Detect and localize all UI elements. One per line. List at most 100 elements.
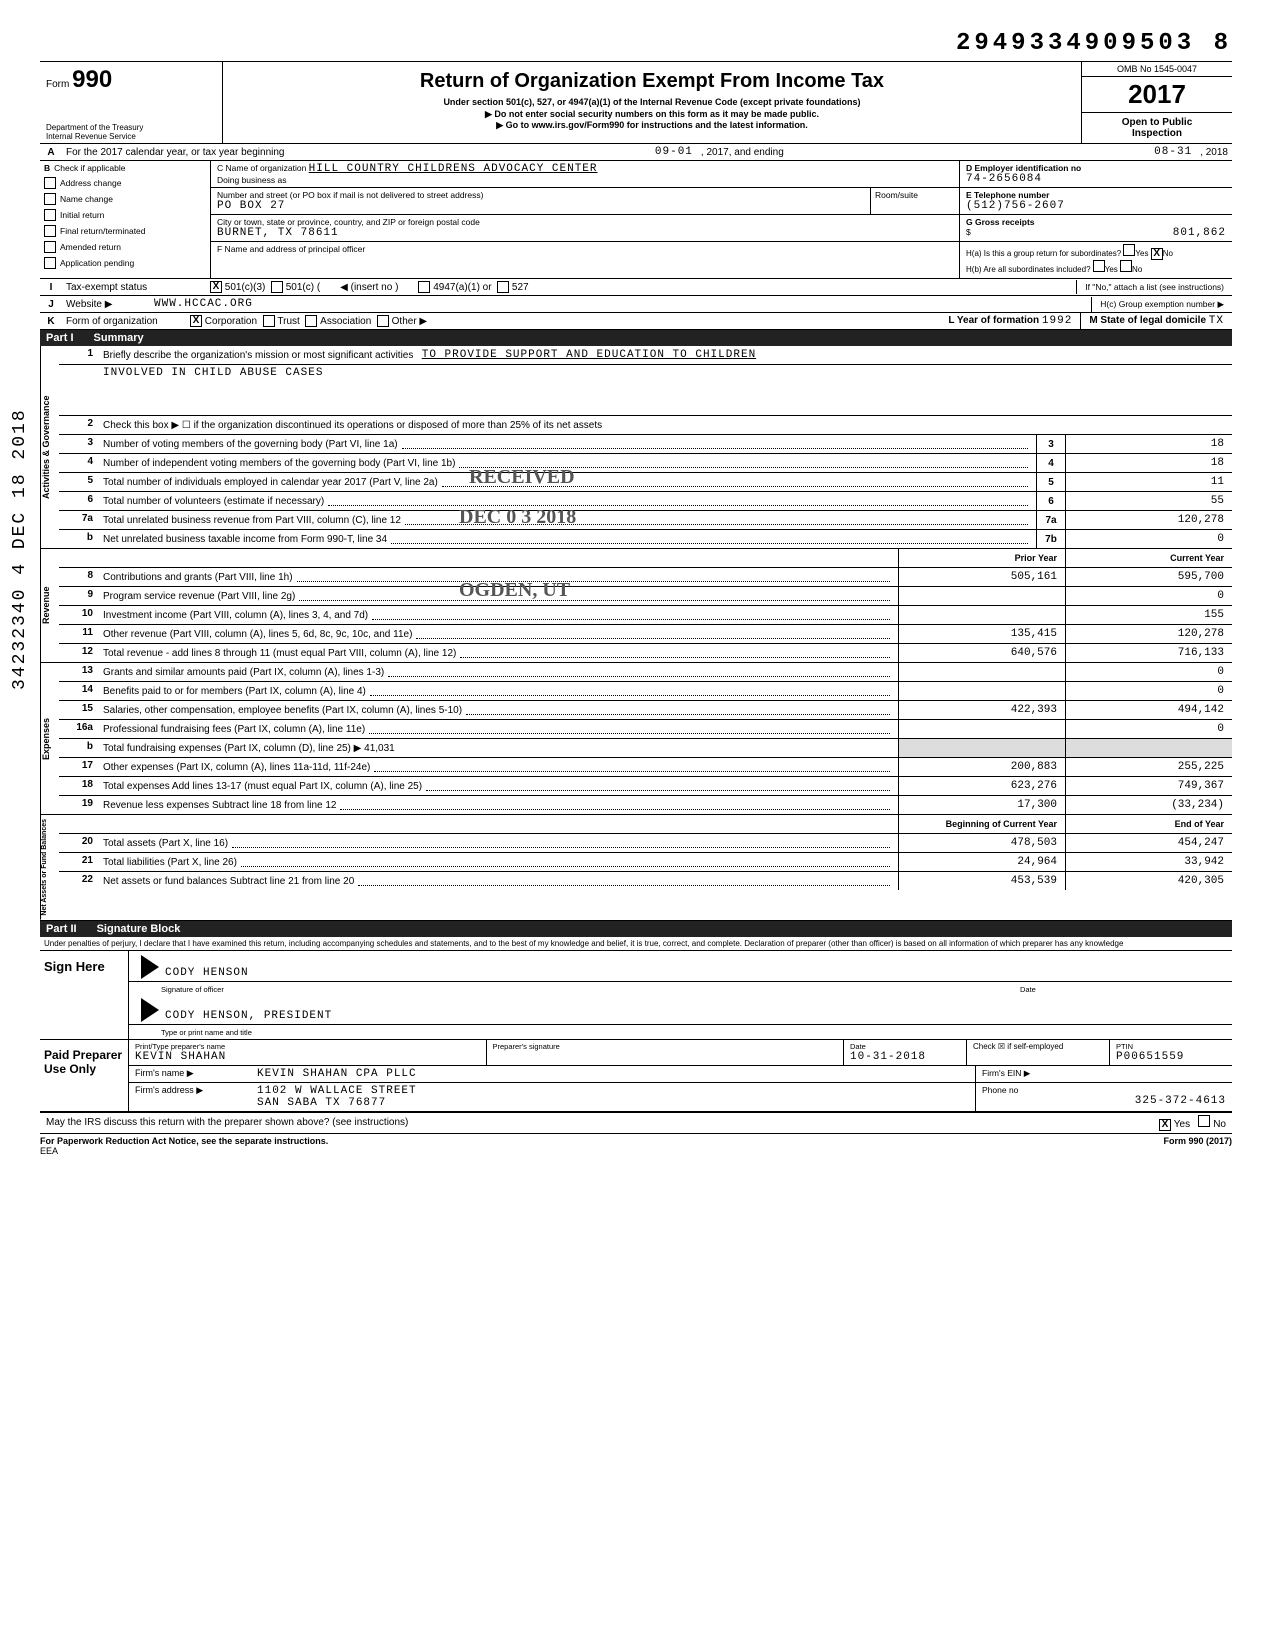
part-1-label: Part I: [46, 332, 74, 344]
ha-no: No: [1163, 249, 1173, 258]
checkbox-amended-return[interactable]: [44, 241, 56, 253]
discuss-text: May the IRS discuss this return with the…: [40, 1115, 1153, 1130]
firm-addr-1: 1102 W WALLACE STREET: [257, 1085, 969, 1097]
financial-row: 11 Other revenue (Part VIII, column (A),…: [59, 625, 1232, 644]
prep-name: KEVIN SHAHAN: [135, 1051, 480, 1063]
discuss-yes: Yes: [1174, 1119, 1190, 1130]
principal-officer-label: F Name and address of principal officer: [217, 244, 365, 254]
checkbox-4947[interactable]: [418, 281, 430, 293]
financial-row: 14 Benefits paid to or for members (Part…: [59, 682, 1232, 701]
checkbox-assoc[interactable]: [305, 315, 317, 327]
hb-no-box[interactable]: [1120, 260, 1132, 272]
form-number: 990: [72, 66, 112, 93]
subtitle-3: ▶ Go to www.irs.gov/Form990 for instruct…: [231, 120, 1073, 132]
col-current-year: Current Year: [1065, 549, 1232, 567]
vert-label-expenses: Expenses: [40, 663, 59, 814]
document-id: 2949334909503 8: [40, 30, 1232, 57]
firm-addr-label: Firm's address ▶: [129, 1083, 251, 1111]
col-prior-year: Prior Year: [898, 549, 1065, 567]
opt-assoc: Association: [320, 316, 371, 327]
discuss-yes-box[interactable]: [1159, 1119, 1171, 1131]
checkbox-name-change[interactable]: [44, 193, 56, 205]
ha-no-box[interactable]: [1151, 248, 1163, 260]
discuss-no-box[interactable]: [1198, 1115, 1210, 1127]
part-1-title: Summary: [94, 332, 144, 344]
checkbox-address-change[interactable]: [44, 177, 56, 189]
dba-label: Doing business as: [217, 175, 286, 185]
omb-number: OMB No 1545-0047: [1082, 62, 1232, 77]
ptin-value: P00651559: [1116, 1051, 1226, 1063]
checkbox-initial-return[interactable]: [44, 209, 56, 221]
prep-date-label: Date: [850, 1042, 960, 1051]
financial-row: 21 Total liabilities (Part X, line 26) 2…: [59, 853, 1232, 872]
footer-paperwork: For Paperwork Reduction Act Notice, see …: [40, 1136, 328, 1146]
discuss-row: May the IRS discuss this return with the…: [40, 1112, 1232, 1134]
checkbox-501c[interactable]: [271, 281, 283, 293]
checkbox-app-pending[interactable]: [44, 257, 56, 269]
checkbox-other[interactable]: [377, 315, 389, 327]
q1-value: TO PROVIDE SUPPORT AND EDUCATION TO CHIL…: [422, 349, 756, 361]
financial-row: 13 Grants and similar amounts paid (Part…: [59, 663, 1232, 682]
state-domicile-value: TX: [1209, 315, 1224, 327]
row-i-tax-exempt: I Tax-exempt status 501(c)(3) 501(c) ( ◀…: [40, 279, 1232, 296]
opt-address-change: Address change: [60, 178, 121, 188]
financial-row: 19 Revenue less expenses Subtract line 1…: [59, 796, 1232, 814]
form-header: Form 990 Department of the Treasury Inte…: [40, 61, 1232, 144]
hb-yes-box[interactable]: [1093, 260, 1105, 272]
part-2-label: Part II: [46, 923, 77, 935]
sig-officer-label: Signature of officer: [161, 985, 1014, 994]
gov-row: 6 Total number of volunteers (estimate i…: [59, 492, 1232, 511]
org-info-block: B Check if applicable Address change Nam…: [40, 161, 1232, 279]
sig-arrow-icon: [141, 955, 159, 979]
paid-preparer-label: Paid Preparer Use Only: [40, 1040, 129, 1111]
gross-receipts-value: 801,862: [1173, 227, 1226, 239]
org-name-label: C Name of organization: [217, 163, 306, 173]
q1-text: Briefly describe the organization's miss…: [103, 350, 413, 361]
ptin-label: PTIN: [1116, 1042, 1226, 1051]
gov-row: 4 Number of independent voting members o…: [59, 454, 1232, 473]
year-formation-value: 1992: [1042, 315, 1072, 327]
q1-value-line2: INVOLVED IN CHILD ABUSE CASES: [103, 367, 323, 379]
form-title: Return of Organization Exempt From Incom…: [231, 70, 1073, 93]
date-label: Date: [1014, 985, 1226, 994]
check-if-applicable-label: Check if applicable: [54, 163, 125, 173]
checkbox-corporation[interactable]: [190, 315, 202, 327]
open-public-2: Inspection: [1084, 128, 1230, 139]
col-end-year: End of Year: [1065, 815, 1232, 833]
insert-no: ◀ (insert no ): [340, 282, 398, 293]
footer-form: Form 990 (2017): [1163, 1136, 1232, 1146]
opt-amended-return: Amended return: [60, 242, 121, 252]
checkbox-final-return[interactable]: [44, 225, 56, 237]
opt-other: Other ▶: [392, 316, 427, 327]
financial-row: 8 Contributions and grants (Part VIII, l…: [59, 568, 1232, 587]
sig-arrow-icon-2: [141, 998, 159, 1022]
opt-final-return: Final return/terminated: [60, 226, 146, 236]
check-self-employed: Check ☒ if self-employed: [967, 1040, 1110, 1065]
firm-name-label: Firm's name ▶: [129, 1066, 251, 1082]
gov-row: 3 Number of voting members of the govern…: [59, 435, 1232, 454]
prep-name-label: Print/Type preparer's name: [135, 1042, 480, 1051]
financial-row: 10 Investment income (Part VIII, column …: [59, 606, 1232, 625]
opt-4947: 4947(a)(1) or: [433, 282, 491, 293]
checkbox-527[interactable]: [497, 281, 509, 293]
gov-row: 7a Total unrelated business revenue from…: [59, 511, 1232, 530]
vert-label-net-assets: Net Assets or Fund Balances: [40, 815, 59, 920]
checkbox-trust[interactable]: [263, 315, 275, 327]
dept-irs: Internal Revenue Service: [46, 132, 143, 141]
opt-trust: Trust: [277, 316, 299, 327]
ha-yes: Yes: [1135, 249, 1148, 258]
paid-preparer-block: Paid Preparer Use Only Print/Type prepar…: [40, 1040, 1232, 1112]
officer-name: CODY HENSON: [165, 967, 1013, 979]
firm-name: KEVIN SHAHAN CPA PLLC: [251, 1066, 975, 1082]
tax-year-begin: 09-01: [651, 145, 697, 159]
street-value: PO BOX 27: [217, 200, 285, 212]
part-1-header: Part I Summary: [40, 330, 1232, 346]
checkbox-501c3[interactable]: [210, 281, 222, 293]
phone-value: 325-372-4613: [982, 1095, 1226, 1107]
sign-here-label: Sign Here: [40, 951, 129, 1039]
ha-yes-box[interactable]: [1123, 244, 1135, 256]
prep-date: 10-31-2018: [850, 1051, 960, 1063]
hb-yes: Yes: [1105, 265, 1118, 274]
hb-no: No: [1132, 265, 1142, 274]
line-a-endyear: , 2018: [1196, 146, 1232, 159]
